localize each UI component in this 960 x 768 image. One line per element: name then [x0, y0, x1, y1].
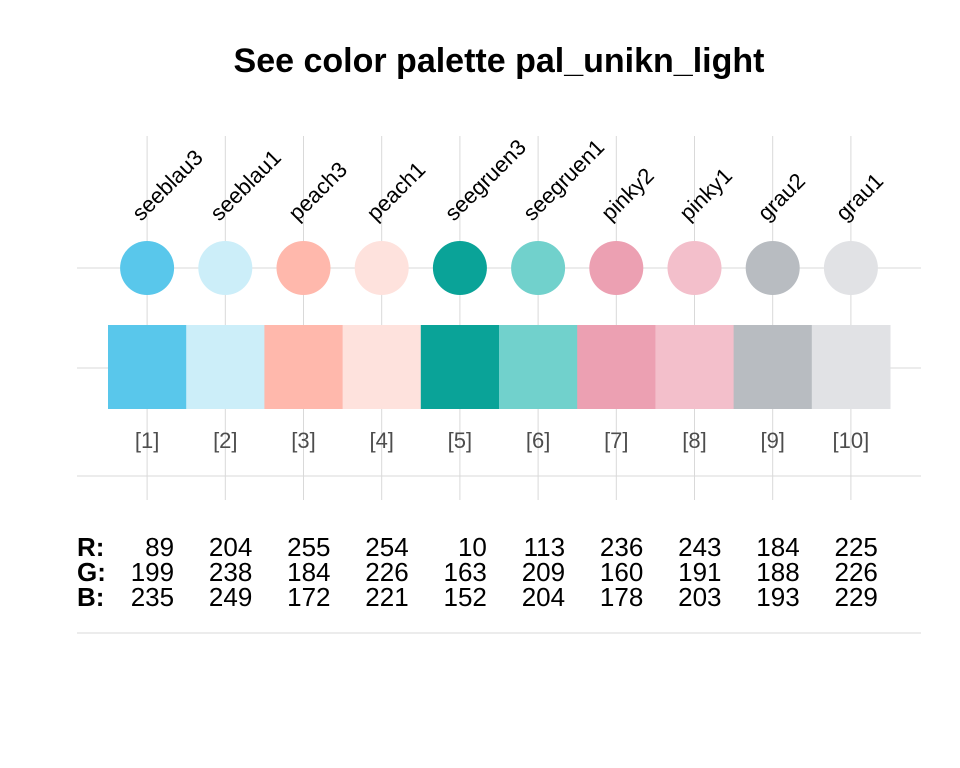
- color-bar: [655, 325, 735, 409]
- color-name-label: pinky1: [674, 163, 737, 226]
- b-value: 172: [287, 582, 330, 612]
- color-name-label: grau2: [753, 168, 810, 225]
- color-circle: [667, 241, 722, 295]
- r-value: 113: [524, 532, 565, 562]
- color-name-label: seegruen3: [440, 134, 531, 225]
- color-bar: [342, 325, 422, 409]
- color-bar: [108, 325, 187, 409]
- r-value: 254: [365, 532, 408, 562]
- b-value: 203: [678, 582, 721, 612]
- b-value: 178: [600, 582, 643, 612]
- color-name-label: seeblau3: [127, 145, 208, 226]
- g-value: 226: [365, 557, 408, 587]
- color-circles: [120, 241, 878, 295]
- g-value: 209: [522, 557, 565, 587]
- color-name-label: peach3: [283, 157, 352, 226]
- color-name-label: seeblau1: [205, 145, 286, 226]
- color-bar: [811, 325, 891, 409]
- index-label: [7]: [604, 428, 628, 453]
- color-name-label: seegruen1: [518, 134, 609, 225]
- index-label: [9]: [760, 428, 784, 453]
- color-name-label: pinky2: [596, 163, 659, 226]
- index-label: [10]: [833, 428, 870, 453]
- color-circle: [432, 241, 487, 295]
- g-value: 199: [131, 557, 174, 587]
- index-label: [8]: [682, 428, 706, 453]
- b-value: 221: [365, 582, 408, 612]
- color-bar: [499, 325, 578, 409]
- color-bar: [733, 325, 813, 409]
- r-value: 255: [287, 532, 330, 562]
- r-value: 243: [678, 532, 721, 562]
- b-value: 152: [444, 582, 487, 612]
- index-labels: [1] [2] [3] [4] [5] [6] [7] [8] [9] [10]: [135, 428, 869, 453]
- index-label: [1]: [135, 428, 159, 453]
- g-value: 160: [600, 557, 643, 587]
- color-name-label: grau1: [831, 168, 888, 225]
- index-label: [2]: [213, 428, 237, 453]
- b-value: 249: [209, 582, 252, 612]
- r-value: 184: [756, 532, 799, 562]
- grid-lines: [77, 136, 921, 634]
- index-label: [3]: [291, 428, 315, 453]
- r-label: R:: [77, 532, 104, 562]
- r-value: 204: [209, 532, 252, 562]
- g-label: G:: [77, 557, 106, 587]
- r-value: 236: [600, 532, 643, 562]
- r-value: 10: [458, 532, 487, 562]
- index-label: [5]: [448, 428, 472, 453]
- b-value: 235: [131, 582, 174, 612]
- color-bar: [264, 325, 344, 409]
- b-label: B:: [77, 582, 104, 612]
- g-value: 184: [287, 557, 330, 587]
- color-circle: [198, 241, 253, 295]
- index-label: [6]: [526, 428, 550, 453]
- color-circle: [120, 241, 175, 295]
- r-value: 225: [835, 532, 878, 562]
- color-circle: [823, 241, 878, 295]
- g-value: 188: [756, 557, 799, 587]
- chart-title: See color palette pal_unikn_light: [234, 42, 765, 80]
- g-value: 238: [209, 557, 252, 587]
- r-value: 89: [145, 532, 174, 562]
- index-label: [4]: [369, 428, 393, 453]
- color-bar: [186, 325, 265, 409]
- color-circle: [354, 241, 409, 295]
- b-value: 229: [835, 582, 878, 612]
- g-value: 226: [835, 557, 878, 587]
- color-name-label: peach1: [362, 157, 431, 226]
- color-bars: [108, 325, 891, 409]
- b-value: 204: [522, 582, 565, 612]
- color-circle: [745, 241, 800, 295]
- color-circle: [276, 241, 331, 295]
- b-value: 193: [756, 582, 799, 612]
- g-value: 163: [444, 557, 487, 587]
- color-circle: [589, 241, 644, 295]
- color-bar: [577, 325, 656, 409]
- rgb-values: 8919923520423824925518417225422622110163…: [77, 532, 878, 612]
- color-circle: [511, 241, 566, 295]
- color-bar: [420, 325, 500, 409]
- g-value: 191: [678, 557, 721, 587]
